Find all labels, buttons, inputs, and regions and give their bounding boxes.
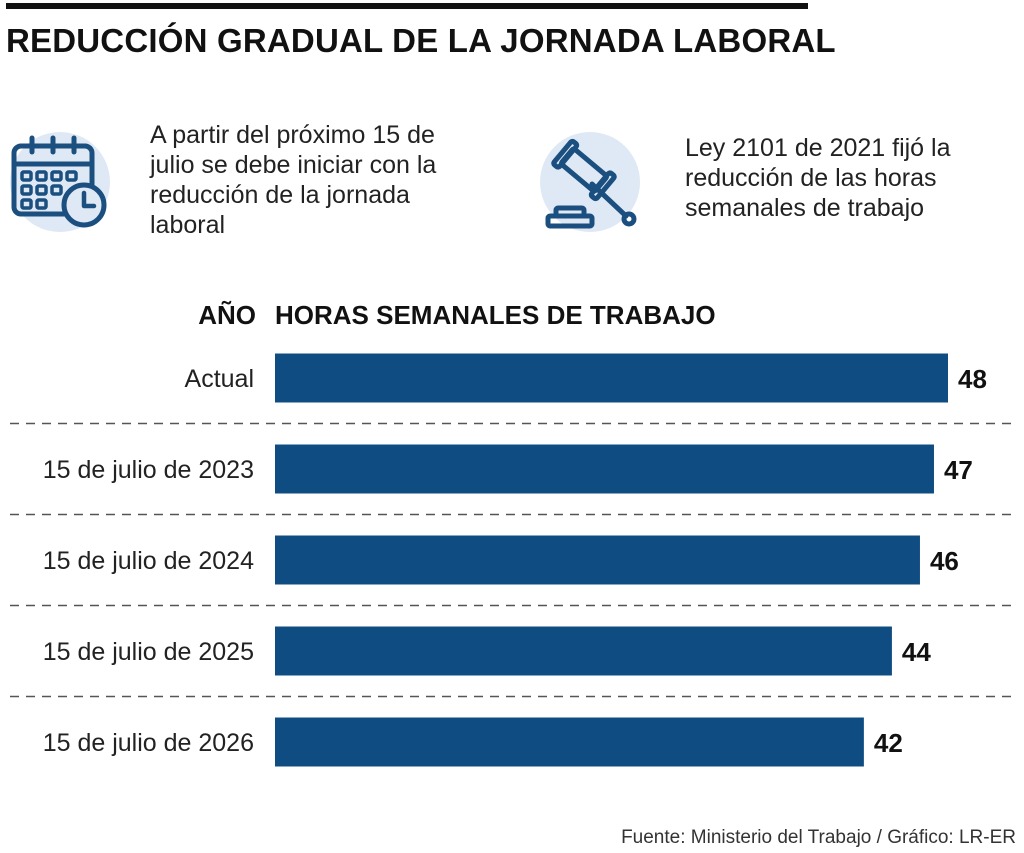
category-header: AÑO	[198, 300, 256, 330]
source-note: Fuente: Ministerio del Trabajo / Gráfico…	[621, 827, 1016, 848]
category-label: 15 de julio de 2025	[43, 638, 254, 666]
top-rule	[6, 3, 808, 9]
bar	[275, 626, 892, 676]
bar	[275, 353, 948, 403]
category-label: Actual	[185, 365, 254, 393]
bar-value-label: 42	[874, 728, 903, 758]
info-line: reducción de la jornada	[150, 181, 410, 209]
bar	[275, 717, 864, 767]
bar	[275, 535, 920, 585]
calendar-clock-icon	[10, 132, 110, 232]
gavel-icon	[540, 132, 640, 232]
info-line: semanales de trabajo	[685, 194, 925, 222]
bar-value-label: 47	[944, 455, 973, 485]
category-label: 15 de julio de 2023	[43, 456, 254, 484]
bar-value-label: 48	[958, 364, 987, 394]
category-label: 15 de julio de 2026	[43, 729, 254, 757]
info-line: julio se debe iniciar con la	[150, 151, 437, 179]
calendar-info-text: A partir del próximo 15 de julio se debe…	[150, 120, 490, 240]
law-info-text: Ley 2101 de 2021 fijó la reducción de la…	[685, 133, 1005, 223]
bar-value-label: 46	[930, 546, 959, 576]
bar	[275, 444, 934, 494]
info-line: laboral	[150, 211, 226, 239]
info-line: reducción de las horas	[685, 164, 937, 192]
info-line: Ley 2101 de 2021 fijó la	[685, 134, 951, 162]
info-line: A partir del próximo 15 de	[150, 121, 435, 149]
value-header: HORAS SEMANALES DE TRABAJO	[275, 300, 716, 330]
category-label: 15 de julio de 2024	[43, 547, 254, 575]
bar-chart: Actual 48 15 de julio de 2023 47 15 de julio…	[10, 353, 1016, 767]
bar-value-label: 44	[902, 637, 931, 667]
page-title: REDUCCIÓN GRADUAL DE LA JORNADA LABORAL	[6, 22, 836, 59]
